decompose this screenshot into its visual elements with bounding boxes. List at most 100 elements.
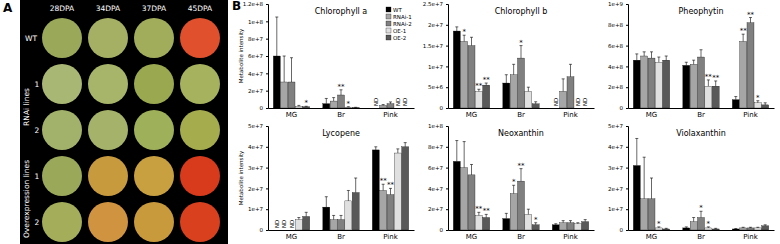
annotation: ND	[395, 98, 401, 106]
tick-mark	[626, 188, 628, 189]
tick-label: 5e+7	[248, 123, 263, 129]
tick-label: Pink	[563, 111, 578, 119]
tick-label: 2e+7	[428, 206, 443, 212]
error-line	[555, 224, 556, 225]
error-cap	[665, 228, 668, 229]
tick-label: 6e+8	[608, 43, 623, 49]
y-tick: 1e+7	[608, 206, 628, 212]
tomato	[180, 18, 220, 58]
chart-title: Chlorophyll a	[315, 7, 368, 16]
bar	[338, 220, 345, 230]
bar	[532, 104, 539, 108]
bar	[754, 228, 761, 230]
error-bar	[692, 60, 695, 64]
error-cap	[325, 196, 328, 197]
tick-mark	[446, 4, 448, 5]
bar	[552, 225, 559, 230]
error-cap	[512, 64, 515, 65]
x-axis: MG Br Pink	[449, 108, 595, 119]
tick-label: Br	[517, 111, 525, 119]
annotation: ND	[553, 98, 559, 106]
bar	[483, 218, 490, 230]
tick-mark	[266, 188, 268, 189]
bar	[633, 60, 640, 108]
tick-label: 3e+7	[608, 165, 623, 171]
y-tick: 2e+8	[608, 84, 628, 90]
bar	[663, 60, 670, 108]
error-line	[686, 227, 687, 228]
tick-mark	[446, 230, 448, 231]
error-bar	[325, 197, 328, 207]
tick-label: 1.2e+8	[243, 1, 264, 7]
bar	[387, 195, 394, 230]
error-bar	[764, 103, 767, 105]
error-line	[735, 97, 736, 100]
tick-mark	[626, 87, 628, 88]
error-bar	[354, 107, 357, 108]
error-cap	[534, 101, 537, 102]
tick-label: 2e+7	[248, 186, 263, 192]
error-bar	[332, 215, 335, 219]
column-header: 37DPA	[142, 4, 167, 13]
bar	[532, 225, 539, 230]
bar	[380, 105, 387, 108]
tick-label: 5e+7	[608, 123, 623, 129]
plot-area	[273, 17, 394, 108]
error-bar	[569, 221, 572, 223]
error-line	[535, 102, 536, 104]
chart: 02e+84e+86e+88e+81e+9MGBrPink*********Ph…	[608, 1, 775, 119]
y-tick: 2.5e+7	[423, 1, 448, 7]
tick-mark	[626, 46, 628, 47]
error-bar	[635, 138, 638, 165]
plot-area	[453, 141, 588, 230]
tick-mark	[266, 108, 268, 109]
tick-label: Br	[517, 233, 525, 241]
x-axis: MGBrPink	[629, 108, 775, 119]
x-tick: Br	[337, 108, 345, 119]
plot-area	[633, 18, 768, 108]
x-tick: Pink	[383, 108, 398, 119]
error-line	[405, 143, 406, 147]
tick-mark	[446, 168, 448, 169]
y-tick: 6e+7	[428, 165, 448, 171]
error-bar	[692, 218, 695, 222]
row-label: WT	[25, 34, 37, 43]
x-tick: Pink	[743, 108, 758, 119]
chart-title: Violaxanthin	[676, 129, 726, 138]
error-line	[715, 228, 716, 230]
tick-label: MG	[466, 111, 477, 119]
error-bar	[569, 64, 572, 76]
error-bar	[290, 58, 293, 82]
error-line	[570, 64, 571, 76]
error-line	[506, 75, 507, 83]
tick-label: 0	[260, 227, 264, 233]
tick-label: Br	[697, 111, 705, 119]
error-bar	[463, 142, 466, 168]
y-tick: 3e+7	[608, 165, 628, 171]
bar	[747, 23, 754, 108]
error-line	[276, 17, 277, 56]
tick-label: 0	[440, 105, 444, 111]
bar	[453, 31, 460, 108]
bar	[402, 147, 409, 230]
error-bar	[643, 52, 646, 56]
tomato	[180, 202, 220, 242]
error-bar	[470, 164, 473, 174]
y-tick: 2e+7	[248, 88, 268, 94]
error-line	[735, 228, 736, 229]
bar	[295, 106, 302, 108]
bar	[468, 46, 475, 108]
chart: 05e+61e+71.5e+72e+72.5e+7MGBrPink******N…	[423, 1, 595, 119]
tomato	[88, 156, 128, 196]
bar	[518, 58, 525, 108]
y-tick: 1e+8	[248, 19, 268, 25]
bar	[732, 100, 739, 108]
y-tick: 1e+7	[248, 206, 268, 212]
tick-label: 2e+7	[248, 88, 263, 94]
y-tick: 4e+7	[608, 144, 628, 150]
y-tick: 4e+8	[608, 64, 628, 70]
bar	[525, 91, 532, 108]
error-line	[570, 221, 571, 223]
error-cap	[290, 57, 293, 58]
error-bar	[764, 225, 767, 226]
